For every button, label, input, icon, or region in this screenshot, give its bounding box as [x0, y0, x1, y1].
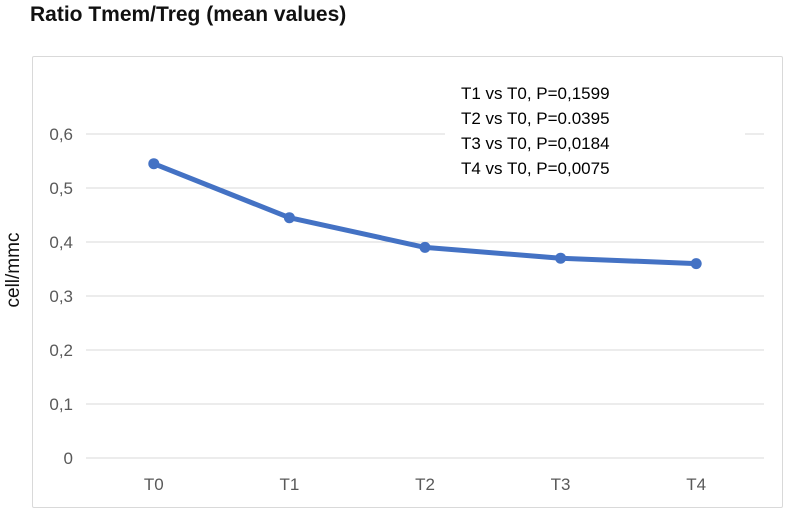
chart-title: Ratio Tmem/Treg (mean values)	[30, 3, 347, 26]
data-point-marker	[283, 212, 295, 224]
y-tick-label: 0,6	[49, 125, 73, 144]
line-chart-svg: 0 0,1 0,2 0,3 0,4 0,5 0,6 T0 T1 T2 T3 T4	[49, 125, 764, 494]
x-tick-label: T1	[279, 475, 299, 494]
y-tick-label: 0,4	[49, 233, 73, 252]
y-tick-label: 0,2	[49, 341, 73, 360]
x-tick-label: T2	[415, 475, 435, 494]
x-tick-label: T3	[551, 475, 571, 494]
y-tick-label: 0,1	[49, 395, 73, 414]
pvalue-annotation-box: T1 vs T0, P=0,1599 T2 vs T0, P=0.0395 T3 v…	[445, 77, 745, 187]
data-point-marker	[148, 158, 160, 170]
pvalue-annotation-line: T3 vs T0, P=0,0184	[461, 134, 610, 153]
x-tick-label: T4	[686, 475, 706, 494]
y-axis-title: cell/mmc	[3, 232, 24, 308]
y-tick-label: 0	[64, 449, 73, 468]
chart-area: 0 0,1 0,2 0,3 0,4 0,5 0,6 T0 T1 T2 T3 T4 T1 vs T0, …	[32, 56, 783, 508]
data-point-marker	[555, 252, 567, 264]
y-tick-label: 0,3	[49, 287, 73, 306]
y-tick-label: 0,5	[49, 179, 73, 198]
data-point-marker	[419, 241, 431, 253]
data-point-marker	[690, 258, 702, 270]
pvalue-annotation-line: T1 vs T0, P=0,1599	[461, 84, 610, 103]
pvalue-annotation-line: T4 vs T0, P=0,0075	[461, 159, 610, 178]
pvalue-annotation-line: T2 vs T0, P=0.0395	[461, 109, 610, 128]
x-tick-label: T0	[144, 475, 164, 494]
